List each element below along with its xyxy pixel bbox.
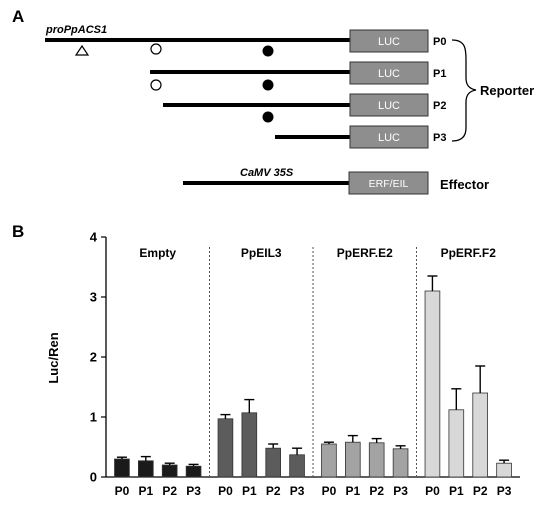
y-axis-label: Luc/Ren bbox=[46, 332, 61, 383]
x-tick-label: P2 bbox=[473, 484, 488, 498]
bar bbox=[185, 465, 202, 478]
promoter-label: proPpACS1 bbox=[45, 24, 107, 36]
filled-circle-marker bbox=[262, 79, 274, 91]
group-title: Empty bbox=[139, 246, 176, 260]
panel-a-label: A bbox=[12, 7, 24, 26]
filled-circle-marker bbox=[262, 111, 274, 123]
effector-label: Effector bbox=[440, 177, 489, 192]
open-circle-marker bbox=[150, 43, 162, 55]
bar bbox=[448, 409, 465, 478]
reporter-label: Reporter bbox=[480, 83, 534, 98]
x-tick-label: P2 bbox=[369, 484, 384, 498]
x-tick-label: P1 bbox=[449, 484, 464, 498]
x-tick-label: P0 bbox=[218, 484, 233, 498]
bar bbox=[321, 443, 337, 478]
bar bbox=[289, 454, 305, 478]
x-tick-label: P3 bbox=[497, 484, 512, 498]
x-tick-label: P3 bbox=[393, 484, 408, 498]
bar bbox=[138, 460, 154, 478]
bar bbox=[265, 447, 281, 478]
y-tick-label: 0 bbox=[90, 470, 97, 485]
y-tick-label: 4 bbox=[90, 230, 98, 245]
effector-box: ERF/EIL bbox=[348, 171, 429, 195]
group-title: PpEIL3 bbox=[241, 246, 282, 260]
luc-label: LUC bbox=[378, 68, 400, 80]
group-title: PpERF.E2 bbox=[337, 246, 393, 260]
x-tick-label: P2 bbox=[162, 484, 177, 498]
bar bbox=[114, 458, 130, 478]
bar bbox=[472, 392, 488, 478]
luc-label: LUC bbox=[378, 100, 400, 112]
bar bbox=[161, 464, 178, 478]
panel-b-label: B bbox=[12, 222, 24, 241]
effector-box-label: ERF/EIL bbox=[369, 178, 409, 190]
x-tick-label: P2 bbox=[266, 484, 281, 498]
luc-box-p2: LUC bbox=[349, 93, 429, 117]
luc-box-p1: LUC bbox=[349, 61, 429, 85]
x-tick-label: P0 bbox=[425, 484, 440, 498]
bar bbox=[424, 290, 441, 478]
x-tick-label: P3 bbox=[290, 484, 305, 498]
effector-promoter-label: CaMV 35S bbox=[240, 167, 294, 179]
construct-label-p0: P0 bbox=[433, 36, 446, 48]
y-tick-label: 3 bbox=[90, 290, 97, 305]
bar-chart: 0 1 2 3 4 Empty P0 P1 P2 P3 PpEIL3 P0 P1 P2 P3 PpERF.E2… bbox=[90, 230, 520, 498]
x-tick-label: P0 bbox=[115, 484, 130, 498]
construct-label-p3: P3 bbox=[433, 132, 446, 144]
filled-circle-marker bbox=[262, 45, 274, 57]
construct-label-p1: P1 bbox=[433, 68, 446, 80]
x-tick-label: P1 bbox=[345, 484, 360, 498]
bar bbox=[496, 462, 512, 478]
reporter-bracket bbox=[451, 39, 477, 142]
luc-label: LUC bbox=[378, 132, 400, 144]
bar bbox=[392, 448, 409, 478]
x-tick-label: P1 bbox=[138, 484, 153, 498]
luc-box-p0: LUC bbox=[349, 29, 429, 53]
luc-label: LUC bbox=[378, 36, 400, 48]
x-tick-label: P0 bbox=[322, 484, 337, 498]
x-tick-label: P3 bbox=[186, 484, 201, 498]
x-tick-label: P1 bbox=[242, 484, 257, 498]
luc-box-p3: LUC bbox=[349, 125, 429, 149]
construct-label-p2: P2 bbox=[433, 100, 446, 112]
bar bbox=[217, 418, 234, 478]
group-title: PpERF.F2 bbox=[441, 246, 497, 260]
bar bbox=[241, 412, 258, 478]
bar bbox=[345, 441, 361, 478]
y-tick-label: 1 bbox=[90, 410, 97, 425]
open-circle-marker bbox=[150, 79, 162, 91]
bar bbox=[368, 442, 385, 478]
triangle-marker bbox=[74, 44, 90, 56]
y-tick-label: 2 bbox=[90, 350, 97, 365]
